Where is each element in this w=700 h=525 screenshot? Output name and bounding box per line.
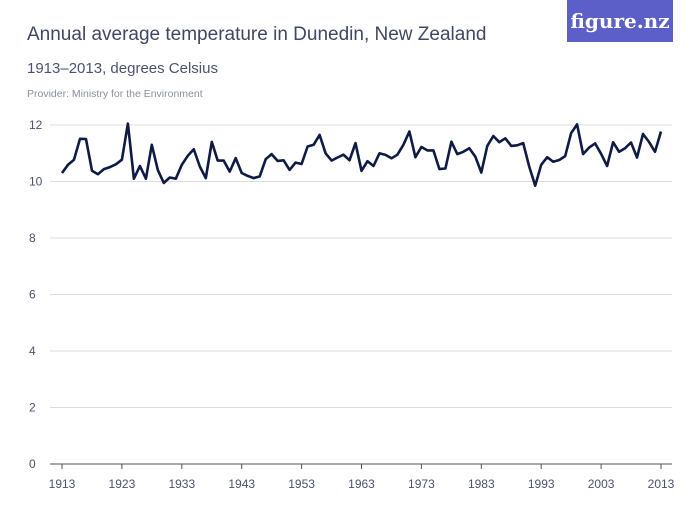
- provider-text: Provider: Ministry for the Environment: [27, 88, 203, 100]
- x-tick-label: 1963: [348, 477, 375, 491]
- x-tick-label: 1983: [468, 477, 495, 491]
- series-line: [60, 122, 663, 187]
- x-tick-label: 1943: [228, 477, 255, 491]
- y-tick-label: 2: [29, 401, 36, 415]
- chart-title: Annual average temperature in Dunedin, N…: [27, 24, 487, 45]
- y-tick-label: 10: [29, 175, 43, 189]
- figure-nz-logo[interactable]: figure.nz: [567, 0, 673, 42]
- x-tick-label: 1933: [168, 477, 195, 491]
- y-tick-label: 0: [29, 457, 36, 471]
- y-tick-label: 6: [29, 288, 36, 302]
- x-tick-label: 1953: [288, 477, 315, 491]
- x-tick-label: 1913: [49, 477, 76, 491]
- x-tick-label: 2003: [588, 477, 615, 491]
- x-tick-label: 2013: [648, 477, 675, 491]
- x-tick-label: 1923: [109, 477, 136, 491]
- y-tick-label: 12: [29, 118, 43, 132]
- y-tick-label: 8: [29, 231, 36, 245]
- chart-subtitle: 1913–2013, degrees Celsius: [27, 60, 218, 77]
- y-tick-label: 4: [29, 344, 36, 358]
- x-tick-label: 1993: [528, 477, 555, 491]
- x-tick-label: 1973: [408, 477, 435, 491]
